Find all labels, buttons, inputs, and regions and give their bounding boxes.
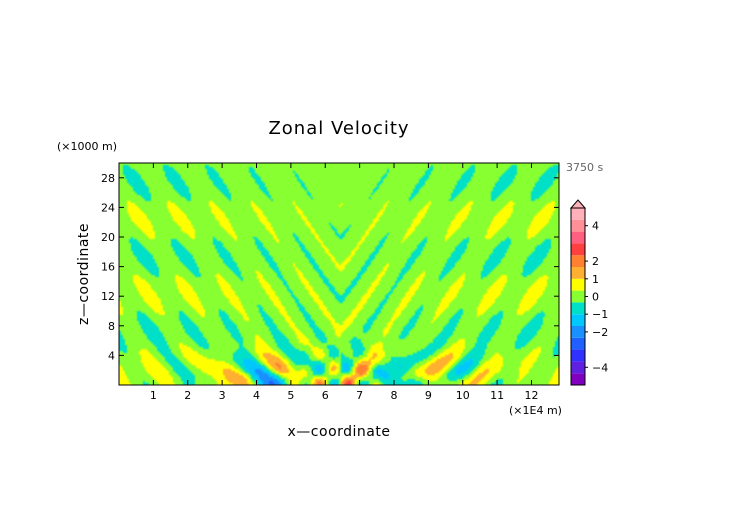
x-axis-label: x—coordinate bbox=[288, 424, 391, 440]
colorbar-tick-label: −4 bbox=[592, 361, 608, 374]
colorbar-swatch bbox=[571, 290, 585, 303]
colorbar-tick-label: 1 bbox=[592, 273, 599, 286]
velocity-field-raster bbox=[119, 163, 559, 385]
colorbar-tick-label: 2 bbox=[592, 255, 599, 268]
colorbar-swatch bbox=[571, 373, 585, 385]
colorbar-tick-label: 4 bbox=[592, 220, 599, 233]
x-tick-label: 9 bbox=[425, 389, 432, 402]
x-tick-label: 10 bbox=[456, 389, 470, 402]
velocity-field bbox=[119, 163, 559, 385]
x-tick-label: 12 bbox=[525, 389, 539, 402]
x-tick-label: 5 bbox=[287, 389, 294, 402]
colorbar-swatch bbox=[571, 361, 585, 374]
y-tick-label: 20 bbox=[101, 231, 115, 244]
colorbar-swatch bbox=[571, 231, 585, 244]
colorbar-swatch bbox=[571, 302, 585, 315]
colorbar-swatch bbox=[571, 219, 585, 232]
y-tick-label: 12 bbox=[101, 290, 115, 303]
x-tick-label: 11 bbox=[490, 389, 504, 402]
y-tick-label: 24 bbox=[101, 201, 115, 214]
colorbar: 4 2 1 0 −1 −2 −4 bbox=[569, 199, 608, 386]
colorbar-swatch bbox=[571, 267, 585, 279]
colorbar-swatch bbox=[571, 208, 585, 220]
colorbar-swatch bbox=[571, 314, 585, 326]
y-tick-label: 28 bbox=[101, 172, 115, 185]
colorbar-swatch bbox=[571, 278, 585, 291]
x-tick-label: 1 bbox=[150, 389, 157, 402]
y-tick-label: 8 bbox=[108, 320, 115, 333]
time-label: 3750 s bbox=[566, 161, 603, 174]
x-tick-label: 6 bbox=[322, 389, 329, 402]
plot-frame bbox=[118, 162, 560, 386]
chart-title: Zonal Velocity bbox=[268, 118, 409, 139]
y-tick-label: 16 bbox=[101, 261, 115, 274]
x-axis-ticks: 1 2 3 4 5 6 7 8 9 10 11 12 bbox=[150, 163, 539, 402]
x-tick-label: 8 bbox=[391, 389, 398, 402]
x-tick-label: 4 bbox=[253, 389, 260, 402]
colorbar-tick-label: −1 bbox=[592, 308, 608, 321]
colorbar-tick-label: 0 bbox=[592, 291, 599, 304]
colorbar-swatch bbox=[571, 326, 585, 338]
y-tick-label: 4 bbox=[108, 349, 115, 362]
x-tick-label: 2 bbox=[184, 389, 191, 402]
colorbar-tick-label: −2 bbox=[592, 326, 608, 339]
colorbar-swatch bbox=[571, 337, 585, 350]
colorbar-swatch bbox=[571, 243, 585, 256]
x-axis-unit: (×1E4 m) bbox=[509, 404, 562, 417]
colorbar-swatch bbox=[571, 349, 585, 362]
y-axis-unit: (×1000 m) bbox=[57, 140, 117, 153]
colorbar-swatch bbox=[571, 255, 585, 267]
x-tick-label: 7 bbox=[356, 389, 363, 402]
y-axis-label: z—coordinate bbox=[76, 223, 92, 325]
x-tick-label: 3 bbox=[219, 389, 226, 402]
colorbar-overflow-arrow bbox=[569, 199, 587, 209]
y-axis-ticks: 4 8 12 16 20 24 28 bbox=[101, 172, 559, 362]
